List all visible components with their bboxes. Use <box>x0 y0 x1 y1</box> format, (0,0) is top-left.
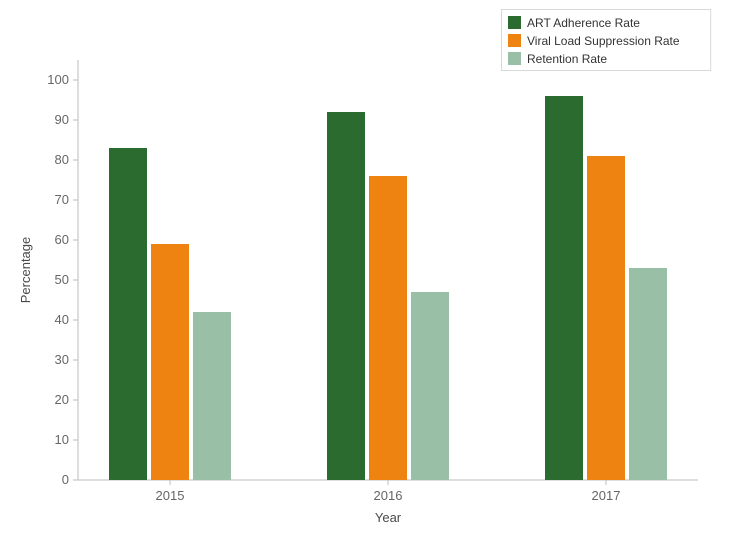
legend-label: Retention Rate <box>527 52 607 66</box>
y-axis-label: Percentage <box>18 237 33 304</box>
y-tick-label: 50 <box>55 272 69 287</box>
y-tick-label: 30 <box>55 352 69 367</box>
legend-label: Viral Load Suppression Rate <box>527 34 680 48</box>
y-tick-label: 40 <box>55 312 69 327</box>
bar <box>369 176 407 480</box>
y-tick-label: 20 <box>55 392 69 407</box>
grouped-bar-chart: 0 10 20 30 40 50 60 70 80 90 100 Percentage 2015 2016… <box>0 0 750 558</box>
y-tick-label: 100 <box>47 72 69 87</box>
bar <box>327 112 365 480</box>
legend-swatch <box>508 34 521 47</box>
y-tick-label: 60 <box>55 232 69 247</box>
y-tick-label: 10 <box>55 432 69 447</box>
y-tick-label: 80 <box>55 152 69 167</box>
x-tick-label: 2017 <box>592 488 621 503</box>
legend-label: ART Adherence Rate <box>527 16 640 30</box>
bar <box>151 244 189 480</box>
legend-swatch <box>508 52 521 65</box>
bar <box>109 148 147 480</box>
bar <box>587 156 625 480</box>
x-axis-label: Year <box>375 510 402 525</box>
x-tick-label: 2015 <box>156 488 185 503</box>
bar <box>193 312 231 480</box>
x-tick-label: 2016 <box>374 488 403 503</box>
bar <box>411 292 449 480</box>
legend: ART Adherence Rate Viral Load Suppression… <box>502 10 711 71</box>
bar <box>545 96 583 480</box>
legend-swatch <box>508 16 521 29</box>
bar <box>629 268 667 480</box>
y-tick-label: 90 <box>55 112 69 127</box>
y-tick-label: 70 <box>55 192 69 207</box>
y-tick-label: 0 <box>62 472 69 487</box>
